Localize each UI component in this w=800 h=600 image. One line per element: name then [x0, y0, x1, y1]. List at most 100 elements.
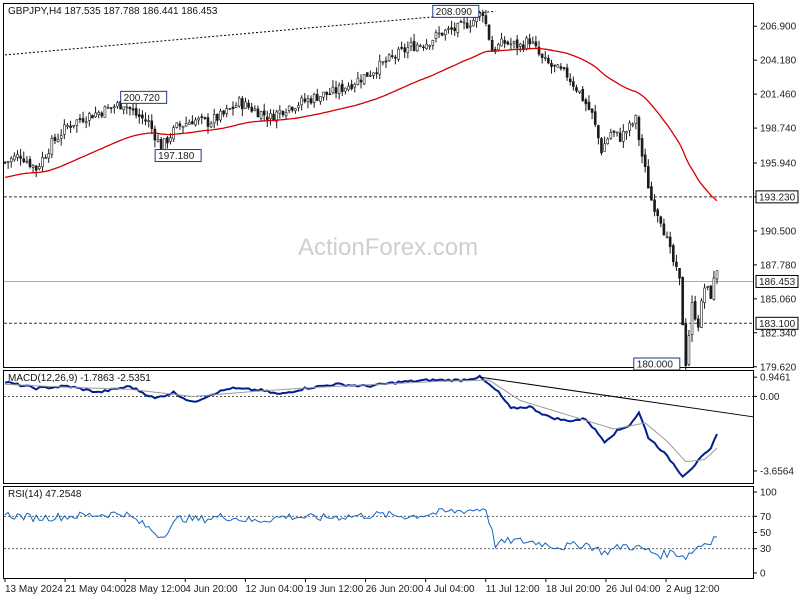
candle-body: [206, 117, 210, 127]
price-moving-average: [4, 47, 718, 202]
candle-body: [387, 54, 391, 61]
price-annotation: 208.090: [432, 4, 480, 18]
candle-body: [234, 105, 238, 108]
price-axis-label: 190.500: [760, 226, 797, 237]
price-annotation-box: [120, 90, 168, 104]
candle-body: [131, 108, 135, 111]
candle-body: [100, 112, 104, 117]
price-level-tag-box: [755, 190, 799, 204]
rsi-panel: RSI(14) 47.2548 100 70 50 30 0: [3, 486, 777, 579]
candle-body: [194, 119, 197, 126]
price-level-tag: 183.100: [755, 316, 799, 330]
candle-body: [547, 57, 550, 64]
candle-body: [603, 143, 606, 152]
candle-body: [406, 47, 410, 53]
candle-body: [331, 86, 335, 94]
candle-body: [397, 48, 400, 60]
time-axis-label: 28 May 12:00: [125, 584, 186, 595]
candle-body: [44, 157, 47, 159]
ma-line: [4, 47, 718, 202]
candle-body: [94, 112, 97, 118]
candle-body: [222, 110, 225, 115]
candle-body: [650, 186, 653, 201]
candle-body: [122, 106, 125, 111]
price-level-tag-label: 183.100: [759, 319, 796, 330]
candle-body: [622, 131, 625, 142]
price-level-tag: 193.230: [755, 190, 799, 204]
price-axis-label: 187.780: [760, 260, 797, 271]
time-axis-label: 26 Jul 04:00: [606, 584, 661, 595]
time-axis-label: 4 Jun 20:00: [185, 584, 238, 595]
candle-body: [490, 39, 494, 52]
candle-body: [200, 116, 204, 118]
candle-body: [459, 21, 463, 23]
candle-body: [203, 117, 207, 119]
rsi-lines: [4, 508, 753, 561]
candle-body: [647, 166, 650, 189]
candle-body: [375, 72, 378, 74]
candle-body: [615, 131, 619, 134]
candle-body: [637, 117, 641, 140]
candle-body: [693, 301, 697, 320]
candle-body: [350, 84, 353, 90]
candle-body: [128, 106, 132, 110]
candle-body: [63, 124, 66, 135]
candle-body: [106, 106, 110, 109]
candle-body: [259, 111, 263, 119]
candle-body: [653, 199, 656, 212]
price-axis-label: 206.900: [760, 22, 797, 33]
candle-body: [456, 23, 460, 33]
candle-body: [97, 112, 100, 115]
price-annotations: 208.090 200.720 197.180 180.000: [120, 4, 681, 371]
price-axis-label: 195.940: [760, 159, 797, 170]
candle-body: [91, 114, 94, 119]
candle-body: [181, 125, 185, 129]
candle-body: [256, 108, 260, 118]
candle-body: [300, 97, 303, 106]
candle-body: [269, 113, 272, 119]
candle-body: [278, 109, 282, 114]
candle-body: [437, 32, 441, 35]
candle-body: [50, 138, 54, 155]
candle-body: [372, 72, 375, 76]
candle-body: [78, 118, 82, 120]
rsi-axis: 100 70 50 30 0: [753, 488, 777, 579]
candle-body: [187, 122, 191, 125]
candle-body: [481, 12, 485, 16]
candle-body: [312, 93, 316, 103]
candle-body: [162, 138, 166, 152]
candle-body: [356, 77, 360, 85]
candle-body: [212, 114, 216, 124]
candle-body: [294, 108, 297, 112]
candle-body: [531, 41, 535, 44]
candle-body: [403, 47, 407, 53]
candle-body: [247, 102, 250, 108]
candle-body: [275, 111, 278, 122]
macd-axis-label: 0.9461: [760, 373, 791, 384]
candle-body: [487, 24, 491, 40]
candle-body: [590, 108, 594, 113]
candle-body: [412, 41, 416, 51]
candle-body: [628, 122, 631, 131]
candle-body: [359, 79, 363, 83]
candle-body: [334, 87, 338, 94]
candle-body: [625, 131, 628, 134]
candle-body: [381, 61, 385, 64]
candle-body: [84, 121, 88, 124]
rsi-axis-label: 50: [760, 528, 772, 539]
price-axis-label: 185.060: [760, 294, 797, 305]
candle-body: [543, 57, 547, 59]
macd-panel: MACD(12,26,9) -1.7863 -2.5351 0.9461 0.00…: [3, 370, 794, 484]
candle-body: [134, 108, 138, 116]
rsi-axis-label: 30: [760, 544, 772, 555]
candle-body: [13, 155, 16, 161]
candle-body: [169, 137, 172, 142]
macd-panel-frame: [3, 370, 754, 484]
candle-body: [422, 46, 425, 49]
candle-body: [81, 118, 85, 122]
candle-body: [216, 114, 219, 121]
candle-body: [325, 91, 328, 95]
candle-body: [141, 114, 144, 119]
candle-body: [394, 56, 397, 59]
